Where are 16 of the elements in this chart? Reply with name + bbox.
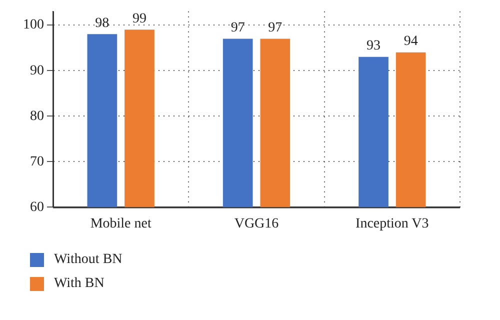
y-tick-label: 70 [30,154,44,170]
data-label: 97 [268,20,282,36]
data-label: 93 [366,38,381,54]
y-tick-label: 80 [30,108,44,124]
y-tick-label: 60 [30,200,44,215]
legend-label: With BN [54,276,104,292]
data-label: 97 [230,20,245,36]
y-tick-label: 90 [30,63,44,78]
data-label: 94 [404,34,418,50]
x-tick-label: Mobile net [90,216,152,232]
x-tick-label: Inception V3 [356,216,429,232]
legend-label: Without BN [54,252,122,268]
data-label: 99 [132,11,146,26]
y-tick-label: 100 [23,18,44,33]
x-tick-label: VGG16 [234,216,279,232]
data-label: 98 [95,16,110,31]
